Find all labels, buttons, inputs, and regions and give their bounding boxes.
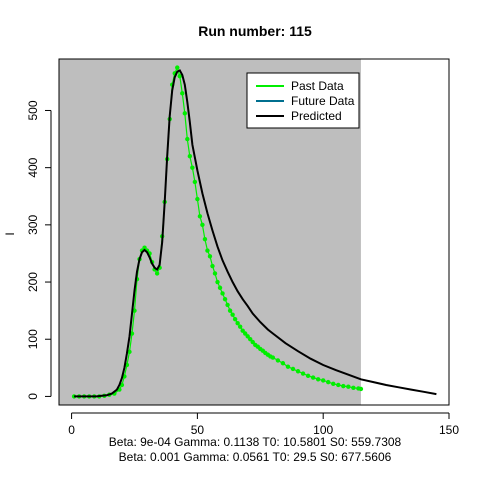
legend: Past Data Future Data Predicted [246, 72, 360, 129]
x-axis: 0 50 100 150 [68, 412, 459, 437]
predicted-line [74, 69, 437, 398]
footer-line-1: Beta: 9e-04 Gamma: 0.1138 T0: 10.5801 S0… [109, 435, 402, 449]
chart-title: Run number: 115 [198, 23, 312, 39]
x-tick-label: 100 [313, 423, 333, 437]
past-data-line [74, 65, 362, 397]
legend-label-predicted: Predicted [291, 109, 342, 123]
legend-label-past-data: Past Data [291, 79, 344, 93]
x-tick-label: 50 [191, 423, 205, 437]
y-tick-label: 200 [26, 272, 40, 292]
plot-frame [58, 58, 450, 406]
x-tick-label: 0 [68, 423, 75, 437]
y-axis-label: I [3, 232, 17, 235]
past-data-point [358, 386, 364, 392]
x-tick-label: 150 [439, 423, 459, 437]
past-data-point [71, 394, 77, 399]
y-tick-label: 100 [26, 329, 40, 349]
y-tick-label: 300 [26, 215, 40, 235]
legend-label-future-data: Future Data [291, 94, 355, 108]
footer-line-2: Beta: 0.001 Gamma: 0.0561 T0: 29.5 S0: 6… [119, 450, 392, 464]
y-axis: 0 100 200 300 400 500 [26, 100, 52, 400]
y-tick-label: 0 [26, 393, 40, 400]
y-tick-label: 400 [26, 157, 40, 177]
y-tick-label: 500 [26, 100, 40, 120]
